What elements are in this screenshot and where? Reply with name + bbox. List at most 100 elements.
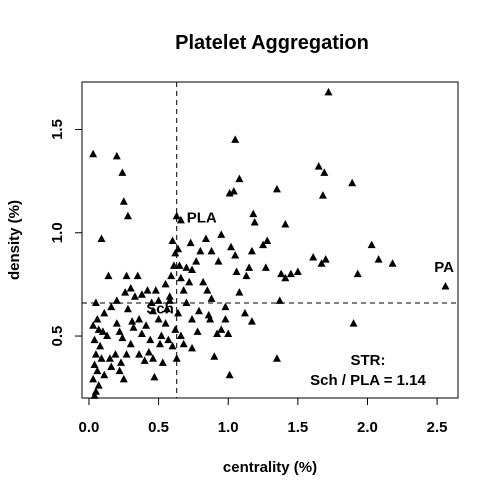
data-point-triangle <box>207 246 216 255</box>
data-point-triangle <box>116 358 125 366</box>
annotation-label: PA <box>434 259 454 276</box>
chart-title: Platelet Aggregation <box>175 32 369 54</box>
data-point-triangle <box>179 286 188 294</box>
data-point-triangle <box>221 315 230 323</box>
data-point-triangle <box>225 189 234 197</box>
data-point-triangle <box>281 220 290 228</box>
data-point-triangle <box>149 354 158 362</box>
data-point-triangle <box>97 354 106 362</box>
data-point-triangle <box>155 339 164 348</box>
x-axis: 0.0 0.5 1.0 1.5 2.0 2.5 <box>79 398 448 436</box>
data-point-triangle <box>128 317 137 325</box>
data-point-triangle <box>151 286 160 294</box>
data-point-triangle <box>231 250 240 259</box>
data-point-triangle <box>199 277 208 286</box>
data-point-triangle <box>123 211 132 220</box>
data-point-triangle <box>149 306 158 315</box>
annotation-label: PLA <box>187 209 217 226</box>
data-point-triangle <box>174 244 183 253</box>
data-point-triangle <box>293 267 302 276</box>
data-point-triangle <box>137 290 146 298</box>
data-point-triangle <box>171 248 180 257</box>
data-point-triangle <box>250 217 259 226</box>
data-point-triangle <box>247 317 256 325</box>
data-point-triangle <box>129 323 138 331</box>
data-point-triangle <box>235 288 244 296</box>
data-point-triangle <box>172 211 181 220</box>
data-point-triangle <box>147 298 156 306</box>
data-point-triangle <box>225 370 234 379</box>
data-point-triangle <box>176 273 185 282</box>
data-point-triangle <box>176 331 185 340</box>
info-line-1: STR: <box>351 352 386 369</box>
x-tick-label: 0.5 <box>148 419 169 436</box>
data-point-triangle <box>90 360 99 368</box>
data-point-triangle <box>146 335 155 344</box>
data-point-triangle <box>126 284 135 292</box>
data-point-triangle <box>122 271 131 280</box>
y-axis-label: density (%) <box>6 200 23 280</box>
data-point-triangle <box>188 343 197 352</box>
data-point-triangle <box>240 308 249 317</box>
data-point-triangle <box>118 333 127 342</box>
x-tick-label: 1.5 <box>287 419 308 436</box>
data-point-triangle <box>286 269 295 278</box>
data-point-triangle <box>112 151 121 160</box>
data-point-triangle <box>314 162 323 170</box>
x-tick-label: 1.0 <box>218 419 239 436</box>
data-point-triangle <box>100 370 109 379</box>
data-point-triangle <box>175 261 184 269</box>
data-point-triangle <box>201 234 210 242</box>
data-point-triangle <box>221 302 230 311</box>
data-point-triangle <box>194 306 203 315</box>
data-point-triangle <box>320 168 329 176</box>
data-point-triangle <box>374 255 383 263</box>
data-point-triangle <box>118 168 127 176</box>
data-point-triangle <box>105 354 114 362</box>
data-point-triangle <box>247 246 256 255</box>
data-point-triangle <box>213 329 222 337</box>
data-point-triangle <box>185 277 194 286</box>
data-point-triangle <box>122 350 131 358</box>
data-point-triangle <box>121 288 130 296</box>
data-point-triangle <box>164 335 173 344</box>
data-point-triangle <box>188 315 197 323</box>
data-point-triangle <box>168 236 177 245</box>
data-point-triangle <box>182 298 191 306</box>
data-point-triangle <box>196 246 205 255</box>
data-point-triangle <box>204 310 213 319</box>
data-point-triangle <box>179 339 188 348</box>
data-point-triangle <box>97 234 106 242</box>
data-point-triangle <box>275 296 284 304</box>
data-point-triangle <box>281 273 290 282</box>
data-point-triangle <box>172 354 181 362</box>
data-point-triangle <box>169 261 178 269</box>
data-point-triangle <box>158 358 167 366</box>
data-point-triangle <box>94 325 103 333</box>
data-point-triangle <box>115 327 124 335</box>
data-point-triangle <box>161 319 170 327</box>
annotation-label: Sch <box>146 300 174 317</box>
data-point-triangle <box>93 315 102 323</box>
data-point-triangle <box>174 308 183 317</box>
data-point-triangle <box>188 265 197 273</box>
data-point-triangle <box>90 391 99 399</box>
data-point-triangle <box>144 348 153 356</box>
data-point-triangle <box>272 184 281 193</box>
data-point-triangle <box>140 356 149 364</box>
data-point-triangle <box>150 372 159 381</box>
data-point-triangle <box>137 329 146 337</box>
y-axis: 0.5 1.0 1.5 <box>49 119 82 346</box>
data-point-triangle <box>317 259 326 267</box>
data-point-triangle <box>100 308 109 317</box>
data-point-triangle <box>210 352 219 360</box>
data-point-triangle <box>229 186 238 195</box>
data-point-triangle <box>318 191 327 199</box>
data-point-triangle <box>90 335 99 344</box>
annotations: PLA Sch PA <box>146 209 454 317</box>
plot-frame <box>81 81 459 399</box>
data-point-triangle <box>242 271 251 280</box>
data-point-triangle <box>89 149 98 158</box>
data-point-triangle <box>161 279 170 288</box>
data-point-triangle <box>143 286 152 294</box>
